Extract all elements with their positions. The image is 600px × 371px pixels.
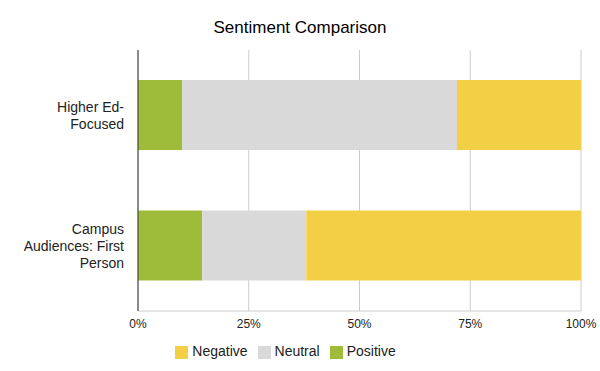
- svg-text:75%: 75%: [458, 317, 482, 331]
- html-text:Negative: Negative: [192, 343, 248, 359]
- svg-text:0%: 0%: [129, 317, 147, 331]
- svg-text:100%: 100%: [566, 317, 592, 331]
- svg-text:25%: 25%: [237, 317, 261, 331]
- svg-text:50%: 50%: [347, 317, 371, 331]
- html-text:Sentiment Comparison: Sentiment Comparison: [213, 18, 387, 37]
- html-text:Neutral: Neutral: [274, 343, 320, 359]
- svg-text:Higher Ed-Focused: Higher Ed-Focused: [57, 99, 124, 132]
- html-text:Positive: Positive: [346, 343, 396, 359]
- svg-text:CampusAudiences: FirstPerson: CampusAudiences: FirstPerson: [24, 221, 124, 271]
